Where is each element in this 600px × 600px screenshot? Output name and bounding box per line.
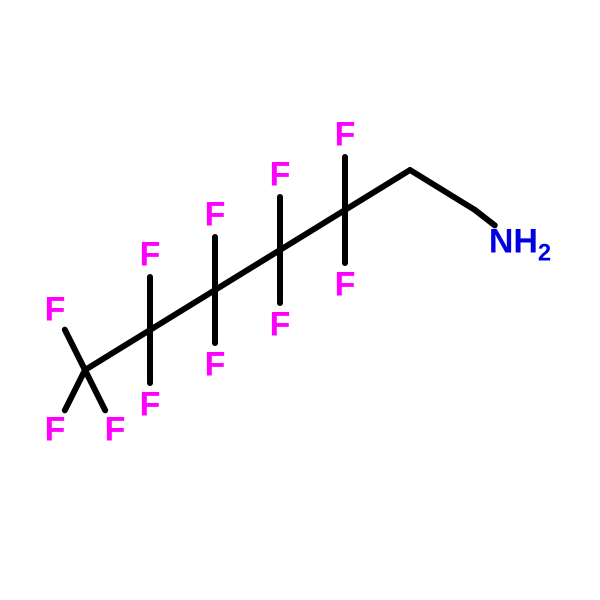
structure-canvas: FFFFFFFFFFFNH2: [0, 0, 600, 600]
bond: [85, 330, 150, 370]
bond: [65, 370, 85, 410]
fluorine-atom: F: [270, 156, 291, 195]
bond: [150, 290, 215, 330]
fluorine-atom: F: [105, 411, 126, 450]
fluorine-atom: F: [205, 346, 226, 385]
bond: [85, 370, 105, 410]
amine-group: NH2: [489, 223, 551, 268]
fluorine-atom: F: [140, 386, 161, 425]
fluorine-atom: F: [270, 306, 291, 345]
fluorine-atom: F: [140, 236, 161, 275]
bond: [280, 210, 345, 250]
bond: [65, 330, 85, 370]
bond: [410, 170, 475, 210]
fluorine-atom: F: [45, 291, 66, 330]
fluorine-atom: F: [205, 196, 226, 235]
bond: [215, 250, 280, 290]
fluorine-atom: F: [335, 266, 356, 305]
fluorine-atom: F: [45, 411, 66, 450]
bond-layer: [0, 0, 600, 600]
bond: [345, 170, 410, 210]
fluorine-atom: F: [335, 116, 356, 155]
